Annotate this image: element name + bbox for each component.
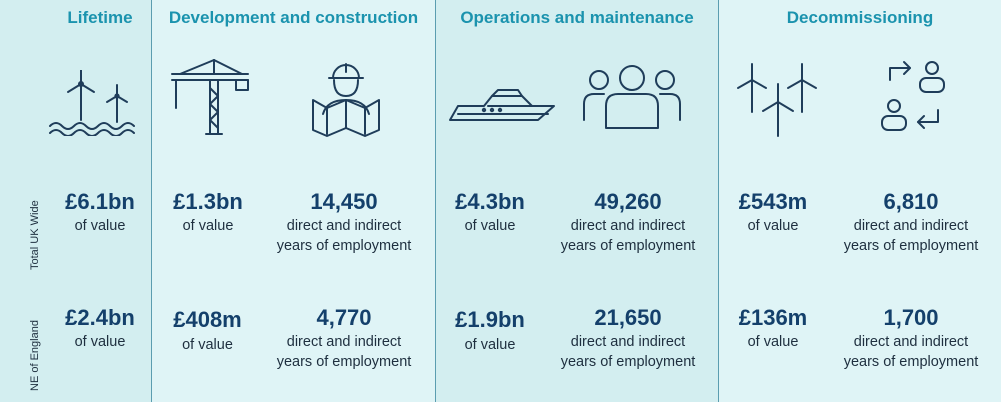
ne-dev-jobs: 4,770 <box>316 305 372 330</box>
uk-lifetime-label: of value <box>74 218 126 234</box>
group-of-people-icon <box>582 64 682 130</box>
uk-ops-label: of value <box>464 218 516 234</box>
panel-decommissioning <box>719 0 1001 402</box>
uk-ops-jobs-line2: years of employment <box>560 238 696 254</box>
uk-dev-jobs-line2: years of employment <box>276 238 412 254</box>
ne-dec-jobs-line1: direct and indirect <box>853 334 969 350</box>
ne-dec-jobs: 1,700 <box>883 305 939 330</box>
uk-dec-label: of value <box>747 218 799 234</box>
uk-ops-jobs: 49,260 <box>594 189 662 214</box>
ne-ops-jobs-line2: years of employment <box>560 354 696 370</box>
ne-dev-jobs-line2: years of employment <box>276 354 412 370</box>
ne-dec-label: of value <box>747 334 799 350</box>
row-label-uk: Total UK Wide <box>29 200 41 270</box>
panel-lifetime <box>0 0 151 402</box>
uk-dec-jobs-line1: direct and indirect <box>853 218 969 234</box>
divider <box>718 0 719 402</box>
wind-turbines-icon <box>734 60 824 140</box>
people-exchange-icon <box>876 60 952 134</box>
ne-dev-value: £408m <box>173 307 242 332</box>
uk-dev-label: of value <box>182 218 234 234</box>
heading-decommissioning: Decommissioning <box>786 8 934 27</box>
ne-ops-label: of value <box>464 337 516 353</box>
ne-ops-jobs-line1: direct and indirect <box>570 334 686 350</box>
uk-ops-value: £4.3bn <box>455 189 525 214</box>
ne-lifetime-value: £2.4bn <box>65 305 135 330</box>
heading-development: Development and construction <box>168 8 419 27</box>
uk-dev-jobs-line1: direct and indirect <box>286 218 402 234</box>
heading-lifetime: Lifetime <box>67 8 133 27</box>
uk-dev-value: £1.3bn <box>173 189 243 214</box>
uk-dec-jobs: 6,810 <box>883 189 939 214</box>
divider <box>151 0 152 402</box>
ne-dev-label: of value <box>182 337 233 353</box>
ne-ops-value: £1.9bn <box>455 307 525 332</box>
ne-lifetime-label: of value <box>74 334 126 350</box>
row-label-ne: NE of England <box>29 320 41 391</box>
ne-dec-jobs-line2: years of employment <box>843 354 979 370</box>
offshore-wind-turbines-icon <box>48 70 140 136</box>
heading-operations: Operations and maintenance <box>460 8 694 27</box>
ne-ops-jobs: 21,650 <box>594 305 662 330</box>
panel-operations <box>436 0 718 402</box>
uk-dec-jobs-line2: years of employment <box>843 238 979 254</box>
construction-crane-icon <box>170 58 252 138</box>
uk-lifetime-value: £6.1bn <box>65 189 135 214</box>
uk-dev-jobs: 14,450 <box>310 189 378 214</box>
ne-dec-value: £136m <box>738 305 808 330</box>
uk-dec-value: £543m <box>738 189 808 214</box>
ne-dev-jobs-line1: direct and indirect <box>286 334 402 350</box>
vessel-icon <box>448 86 556 126</box>
uk-ops-jobs-line1: direct and indirect <box>570 218 686 234</box>
divider <box>435 0 436 402</box>
engineer-with-plans-icon <box>311 58 381 138</box>
